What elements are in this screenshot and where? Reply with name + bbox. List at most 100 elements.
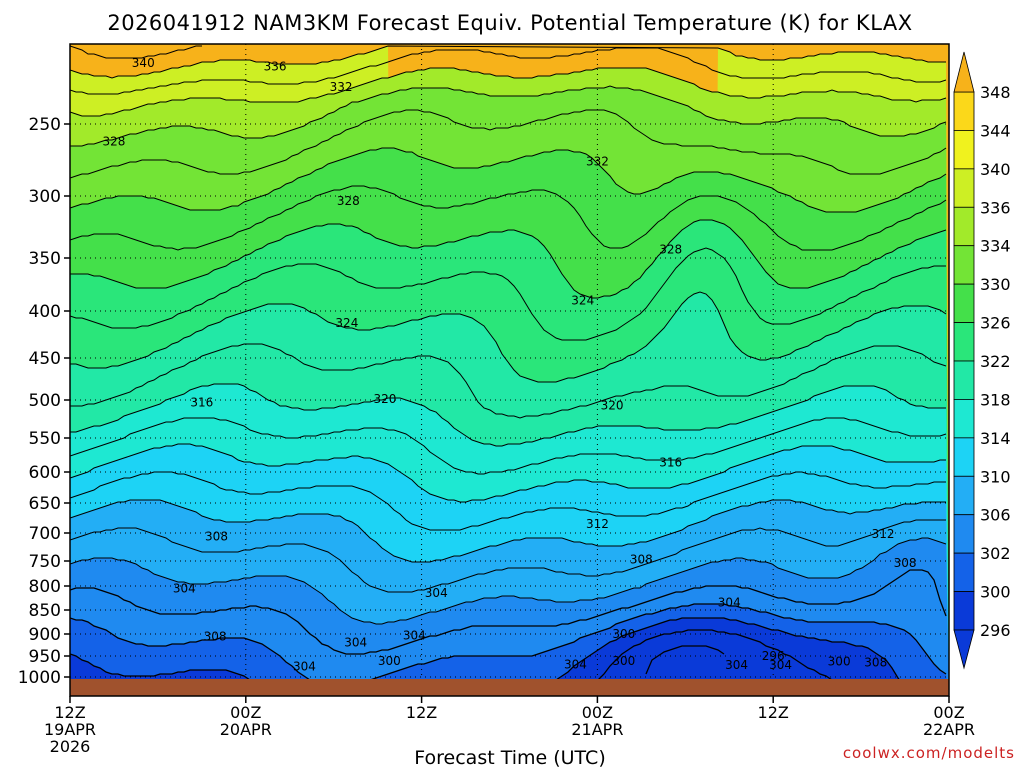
contour-line <box>70 383 946 447</box>
contour-label-text: 324 <box>571 293 594 307</box>
y-tick-label: 600 <box>29 463 61 483</box>
gridlines <box>70 44 949 696</box>
y-tick-label: 800 <box>29 577 61 597</box>
contour-line <box>70 537 947 625</box>
colorbar-label: 340 <box>980 160 1011 179</box>
color-bands <box>70 44 949 696</box>
terrain-strip <box>70 679 949 696</box>
contour-label: 300 <box>612 627 635 641</box>
y-tick-label: 350 <box>29 249 61 269</box>
contour-label-text: 300 <box>378 654 401 668</box>
contour-label: 312 <box>586 517 609 531</box>
contour-label: 320 <box>601 398 624 412</box>
x-tick-label: 00Z <box>230 703 261 722</box>
colorbar-extend-bottom <box>953 629 975 670</box>
contour-line <box>70 67 947 117</box>
colorbar-swatch <box>953 168 975 208</box>
contour-label: 304 <box>293 660 316 674</box>
colorbar-label: 302 <box>980 544 1011 563</box>
contour-line <box>70 45 946 79</box>
contour-label-text: 324 <box>335 316 358 330</box>
contour-line <box>70 617 905 689</box>
colorbar-label: 336 <box>980 198 1011 217</box>
contour-line <box>70 85 947 147</box>
colorbar-swatch <box>953 360 975 400</box>
contour-label: 308 <box>204 630 227 644</box>
contour-label-text: 328 <box>337 194 360 208</box>
colorbar-swatch <box>953 475 975 516</box>
y-tick-label: 400 <box>29 302 61 322</box>
contour-label: 324 <box>335 316 358 330</box>
contour-line <box>591 629 845 689</box>
contour-label-text: 320 <box>374 392 397 406</box>
contour-label-text: 304 <box>725 658 748 672</box>
contour-label-text: 332 <box>586 154 609 168</box>
contour-label-text: 304 <box>293 660 316 674</box>
colorbar-swatch <box>953 130 975 170</box>
y-tick-label: 950 <box>29 647 61 667</box>
y-tick-label: 750 <box>29 552 61 572</box>
y-tick-label: 1000 <box>18 668 61 688</box>
contour-label: 328 <box>659 242 682 256</box>
colorbar-label: 344 <box>980 121 1011 140</box>
contour-line <box>70 219 947 299</box>
x-tick-label: 19APR <box>44 720 96 739</box>
contour-label-text: 308 <box>630 552 653 566</box>
contour-label-text: 328 <box>659 242 682 256</box>
contour-label-text: 308 <box>864 656 887 670</box>
contour-label-text: 308 <box>894 556 917 570</box>
x-tick-label: 00Z <box>933 703 964 722</box>
contour-line <box>70 291 947 383</box>
contour-label: 304 <box>564 657 587 671</box>
colorbar-extend-top <box>953 51 975 93</box>
x-tick-label: 2026 <box>50 737 91 756</box>
contour-label-text: 332 <box>330 80 353 94</box>
colorbar-swatch <box>953 552 975 592</box>
contour-line <box>70 109 947 179</box>
contour-label-text: 304 <box>403 628 426 642</box>
contour-label-text: 304 <box>344 635 367 649</box>
contour-label: 312 <box>872 527 895 541</box>
source-credit: coolwx.com/modelts <box>843 744 1015 762</box>
contour-line <box>70 47 947 95</box>
contour-line <box>70 147 947 213</box>
contour-label: 300 <box>828 654 851 668</box>
contour-line <box>70 417 947 475</box>
contour-label-text: 300 <box>612 654 635 668</box>
y-tick-label: 650 <box>29 494 61 514</box>
colorbar-label: 300 <box>980 583 1011 602</box>
colorbar-swatch <box>953 283 975 323</box>
contour-label-text: 316 <box>190 395 213 409</box>
contour-label-text: 316 <box>659 455 682 469</box>
x-tick-label: 21APR <box>571 720 623 739</box>
y-tick-label: 850 <box>29 601 61 621</box>
y-axis: 250 300 350 400 450 500 550 600 650 700 750 800 850 9… <box>18 115 70 688</box>
contour-label: 308 <box>630 552 653 566</box>
contour-label: 308 <box>205 529 228 543</box>
contour-label: 308 <box>864 656 887 670</box>
x-tick-label: 12Z <box>54 703 85 722</box>
contour-label: 328 <box>102 134 125 148</box>
colorbar-swatch <box>953 591 975 631</box>
contour-label-text: 328 <box>102 134 125 148</box>
y-tick-label: 500 <box>29 391 61 411</box>
contour-line <box>70 499 946 563</box>
y-tick-label: 450 <box>29 349 61 369</box>
contour-label: 328 <box>337 194 360 208</box>
contour-label-text: 308 <box>205 529 228 543</box>
contour-label-text: 304 <box>769 658 792 672</box>
x-tick-label: 20APR <box>220 720 272 739</box>
contour-label-text: 300 <box>828 654 851 668</box>
x-tick-label: 12Z <box>758 703 789 722</box>
contour-label-text: 308 <box>204 630 227 644</box>
contour-label: 316 <box>190 395 213 409</box>
contour-label-text: 296 <box>762 649 785 663</box>
contour-label: 324 <box>571 293 594 307</box>
contour-label: 300 <box>378 654 401 668</box>
contour-line <box>70 519 946 593</box>
contour-label-text: 304 <box>718 595 741 609</box>
y-tick-label: 250 <box>29 115 61 135</box>
colorbar-label: 314 <box>980 429 1011 448</box>
contour-label: 332 <box>330 80 353 94</box>
contour-line <box>70 247 946 341</box>
